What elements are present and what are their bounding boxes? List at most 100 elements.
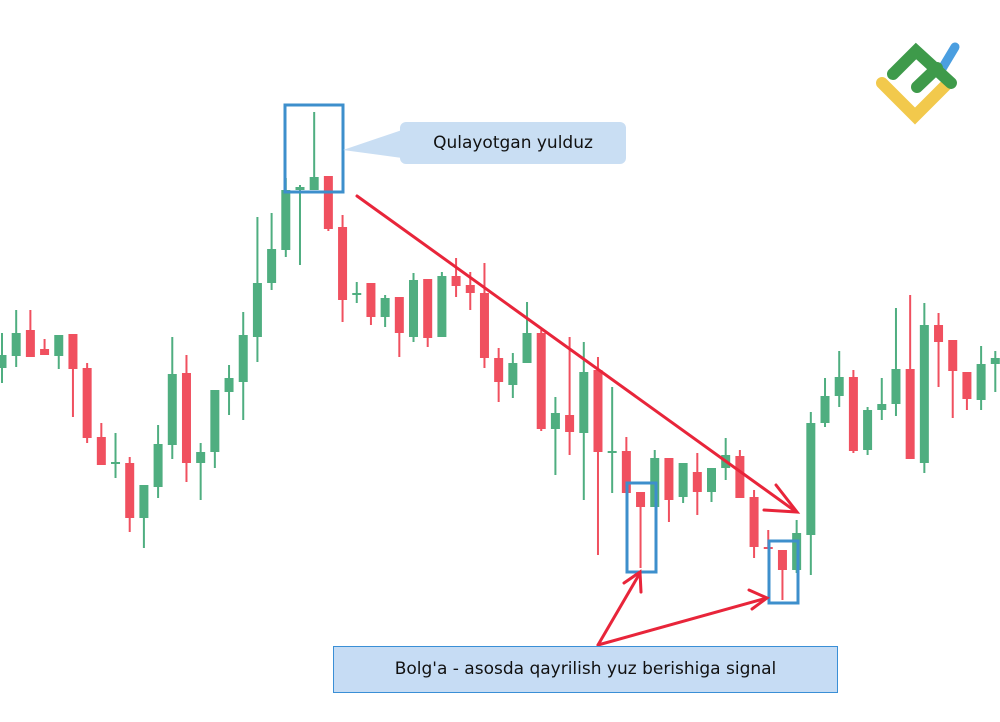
candle-47 [664, 458, 674, 522]
candle-14 [196, 443, 206, 500]
candle-65 [919, 303, 929, 473]
candle-29 [409, 273, 419, 342]
candle-body [196, 452, 206, 463]
candle-38 [536, 330, 546, 431]
candle-body [948, 340, 958, 371]
candle-6 [82, 363, 92, 443]
candle-body [848, 377, 858, 451]
candle-body [806, 423, 816, 535]
candle-31 [437, 272, 447, 337]
candle-35 [494, 348, 504, 402]
candle-64 [905, 295, 915, 459]
candle-body [366, 283, 376, 317]
candle-55 [777, 550, 787, 600]
candle-68 [962, 372, 972, 410]
candle-body [238, 335, 248, 382]
candle-body [380, 298, 390, 317]
candle-body [423, 279, 433, 338]
candle-body [323, 176, 333, 229]
candle-body [508, 363, 518, 385]
candle-5 [68, 334, 78, 417]
candle-69 [976, 346, 986, 410]
candle-body [522, 333, 532, 363]
candle-body [607, 451, 617, 453]
candle-58 [820, 378, 830, 427]
candle-body [550, 413, 560, 429]
candle-27 [380, 295, 390, 327]
candle-25 [352, 282, 362, 303]
candle-body [678, 463, 688, 497]
candle-30 [423, 279, 433, 347]
candle-1 [11, 310, 21, 367]
candle-body [451, 276, 461, 286]
candle-50 [707, 468, 716, 502]
candle-43 [607, 387, 617, 493]
candle-body [579, 372, 589, 433]
candle-body [891, 369, 901, 404]
candle-10 [139, 485, 149, 548]
candle-body [309, 177, 319, 190]
candle-7 [96, 423, 106, 465]
candle-66 [934, 313, 944, 387]
candle-body [777, 550, 787, 570]
candle-body [409, 280, 419, 337]
candle-26 [366, 283, 376, 325]
candle-body [479, 293, 489, 358]
hammer-signal-label: Bolg'a - asosda qayrilish yuz berishiga … [333, 646, 838, 693]
candle-16 [224, 365, 234, 415]
candle-body [621, 451, 631, 493]
candle-body [707, 468, 716, 492]
candle-body [96, 437, 106, 465]
candle-body [267, 249, 277, 283]
candle-body [352, 293, 362, 295]
candle-body [68, 334, 78, 369]
candle-19 [267, 213, 277, 290]
candle-36 [508, 353, 518, 398]
candle-59 [834, 351, 844, 407]
candle-body [877, 404, 887, 410]
candle-body [281, 190, 291, 250]
shooting-star-label: Qulayotgan yulduz [400, 122, 626, 164]
candle-18 [252, 217, 262, 362]
candle-63 [891, 308, 901, 416]
candle-body [863, 410, 873, 450]
callout-pointer [343, 130, 402, 158]
candle-body [181, 373, 191, 463]
candle-39 [550, 397, 560, 475]
candle-body [11, 333, 21, 356]
candle-body [735, 456, 745, 498]
candle-67 [948, 340, 958, 418]
candle-body [125, 463, 135, 518]
candle-body [536, 333, 546, 429]
candle-body [224, 378, 234, 392]
candle-3 [40, 339, 50, 355]
candle-37 [522, 302, 532, 363]
candle-17 [238, 312, 248, 420]
candle-body [990, 358, 1000, 364]
candle-body [636, 492, 646, 507]
downtrend-arrow [355, 194, 801, 514]
candle-4 [54, 335, 64, 369]
candle-body [111, 462, 121, 464]
hammer-pointer-arrows [596, 569, 770, 647]
candle-body [40, 349, 50, 355]
candle-body [167, 374, 177, 445]
brand-logo [876, 42, 960, 125]
candle-body [749, 497, 759, 547]
candle-41 [579, 342, 589, 500]
candle-22 [309, 112, 319, 190]
candle-11 [153, 425, 163, 498]
candle-body [139, 485, 149, 518]
hammer-highlight-box-2 [767, 539, 800, 605]
candle-body [593, 370, 603, 452]
candle-body [82, 368, 92, 438]
candle-48 [678, 463, 688, 503]
candle-body [820, 396, 830, 423]
candle-52 [735, 450, 745, 498]
candle-42 [593, 357, 603, 555]
candle-body [834, 377, 844, 396]
candle-45 [636, 492, 646, 568]
candle-body [905, 369, 915, 459]
